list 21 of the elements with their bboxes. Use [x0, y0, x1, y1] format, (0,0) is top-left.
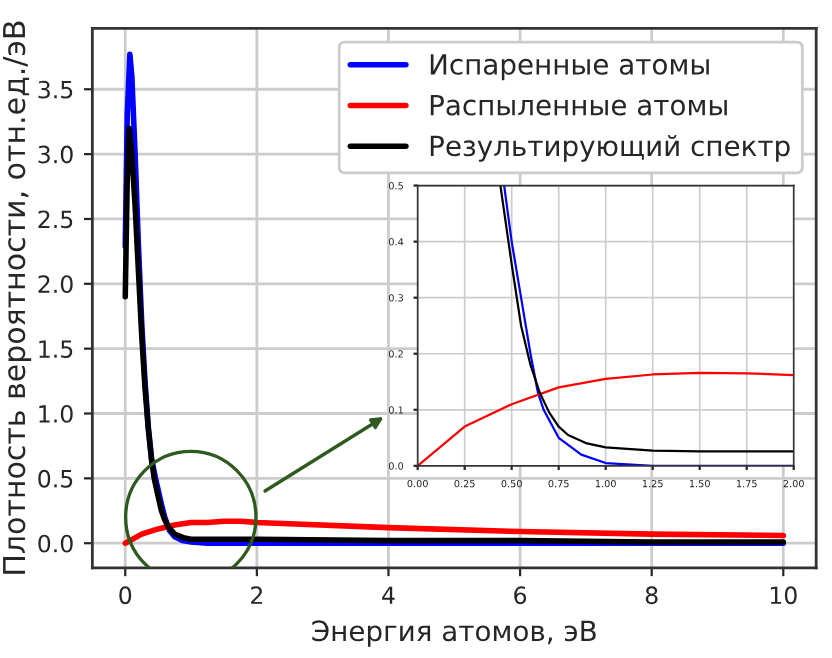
legend-label: Результирующий спектр: [430, 134, 790, 162]
legend-label: Испаренные атомы: [430, 54, 709, 81]
y-tick-label: 0.5: [38, 469, 73, 488]
x-tick-label: 6: [514, 586, 527, 605]
y-tick-label: 1.0: [39, 404, 73, 423]
x-tick-label: 4: [382, 586, 395, 604]
legend-label: Распыленные атомы: [430, 94, 727, 116]
y-tick-label: 2.5: [38, 210, 73, 229]
x-tick-label: 8: [645, 586, 658, 605]
x-tick-label: 0: [119, 586, 132, 605]
line-series: [122, 125, 787, 545]
y-tick-label: 1.5: [39, 340, 73, 358]
y-axis-title: Плотность вероятности, отн.ед./эВ: [3, 21, 32, 574]
line-series: [122, 518, 787, 546]
x-axis-title: Энергия атомов, эВ: [312, 620, 596, 647]
y-tick-label: 3.0: [38, 145, 73, 164]
y-tick-label: 3.5: [38, 80, 73, 99]
y-tick-label: 2.0: [38, 275, 73, 294]
y-tick-label: 0.0: [38, 534, 73, 553]
x-tick-label: 10: [770, 586, 797, 605]
x-tick-label: 2: [251, 586, 263, 604]
